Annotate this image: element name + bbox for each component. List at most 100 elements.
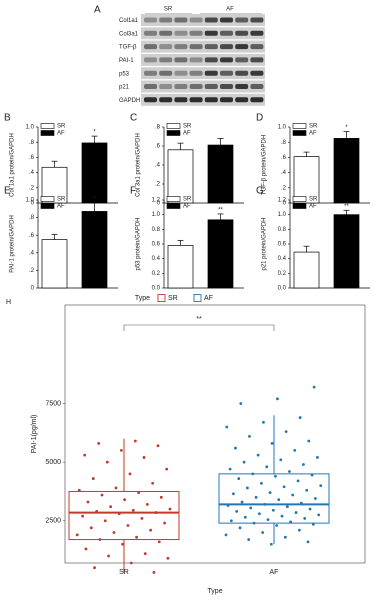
y-tick-label: 0.8 <box>278 227 287 233</box>
bar <box>333 214 360 289</box>
blot-strip <box>141 27 265 40</box>
point <box>81 514 85 518</box>
legend-label: SR <box>168 295 178 302</box>
point <box>308 507 312 511</box>
bar <box>333 138 360 204</box>
y-tick-label: 0 <box>31 286 35 292</box>
band <box>220 70 233 76</box>
point <box>294 511 298 514</box>
legend-label: AF <box>309 204 317 210</box>
row-label: Col3a1 <box>119 31 139 37</box>
y-tick-label: 0.0 <box>278 286 287 292</box>
y-tick-label: 2500 <box>45 518 61 525</box>
point <box>313 497 317 500</box>
band <box>204 44 218 50</box>
point <box>126 524 130 527</box>
legend-swatch <box>166 130 181 136</box>
point <box>265 465 269 469</box>
y-tick-label: .6 <box>155 144 161 150</box>
bar <box>41 239 68 289</box>
row-label: p53 <box>119 71 130 77</box>
band <box>235 70 249 76</box>
band <box>189 30 203 36</box>
point <box>285 505 289 509</box>
y-tick-label: .2 <box>29 268 35 274</box>
legend-label: AF <box>204 295 213 302</box>
x-axis-label: Type <box>207 588 222 595</box>
point <box>277 498 281 502</box>
point <box>270 441 274 445</box>
point <box>319 484 323 487</box>
band <box>235 30 249 36</box>
point <box>257 512 261 516</box>
blot-strip <box>141 93 265 106</box>
blot-panel: A SR AF <box>94 5 262 16</box>
panel-label: F <box>130 186 136 197</box>
panel-label: C <box>130 113 137 124</box>
band <box>189 97 203 103</box>
y-tick-label: 0.2 <box>278 271 287 277</box>
legend-swatch <box>292 123 307 129</box>
y-tick-label: 5000 <box>45 459 61 466</box>
point <box>289 520 293 524</box>
point <box>137 491 141 495</box>
panel-label: G <box>256 186 264 197</box>
y-tick-label: .2 <box>155 182 161 188</box>
y-tick-label: .2 <box>281 185 287 191</box>
band <box>250 17 264 23</box>
point <box>247 538 251 541</box>
point <box>166 556 170 560</box>
point <box>262 420 265 424</box>
y-tick-label: 0 <box>157 201 161 207</box>
band <box>144 57 157 63</box>
point <box>288 470 291 473</box>
y-tick-label: 1.0 <box>278 125 287 131</box>
band <box>204 70 218 76</box>
point <box>276 397 279 401</box>
point <box>168 507 172 511</box>
panel-label: B <box>4 113 11 124</box>
significance: * <box>93 130 96 136</box>
band <box>235 17 249 23</box>
y-tick-label: .8 <box>281 140 287 146</box>
point <box>107 554 110 558</box>
y-tick-label: 1.0 <box>152 212 161 218</box>
point <box>117 512 121 516</box>
y-tick-label: .4 <box>29 250 35 256</box>
plot-frame <box>64 304 366 564</box>
point <box>298 416 302 419</box>
point <box>97 441 101 445</box>
y-tick-label: .8 <box>29 215 35 221</box>
legend-swatch <box>166 196 181 202</box>
significance-bracket <box>123 324 275 331</box>
point <box>239 402 243 405</box>
legend-swatch <box>40 203 55 209</box>
point <box>109 505 113 509</box>
panel-label: D <box>256 113 263 124</box>
y-tick-label: 1.0 <box>26 125 35 131</box>
band <box>174 57 188 63</box>
band <box>159 17 173 23</box>
blot-strip <box>141 14 265 26</box>
point <box>100 493 104 497</box>
point <box>268 491 272 495</box>
band <box>189 57 203 63</box>
point <box>83 453 87 457</box>
point <box>254 495 258 499</box>
point <box>119 449 123 452</box>
band <box>174 70 188 76</box>
y-tick-label: 0.2 <box>152 271 161 277</box>
point <box>242 460 246 464</box>
legend-label: SR <box>57 124 66 130</box>
bar <box>167 245 194 289</box>
y-tick-label: .8 <box>155 125 161 131</box>
y-axis-label: PAI-1(pg/ml) <box>31 415 38 454</box>
band <box>144 44 157 50</box>
point <box>234 446 237 450</box>
y-axis-label: p53 protein/GAPDH <box>136 217 142 270</box>
blot-strip <box>141 80 265 93</box>
legend-swatch <box>157 294 166 302</box>
y-tick-label: .8 <box>29 140 35 146</box>
point <box>163 521 167 525</box>
